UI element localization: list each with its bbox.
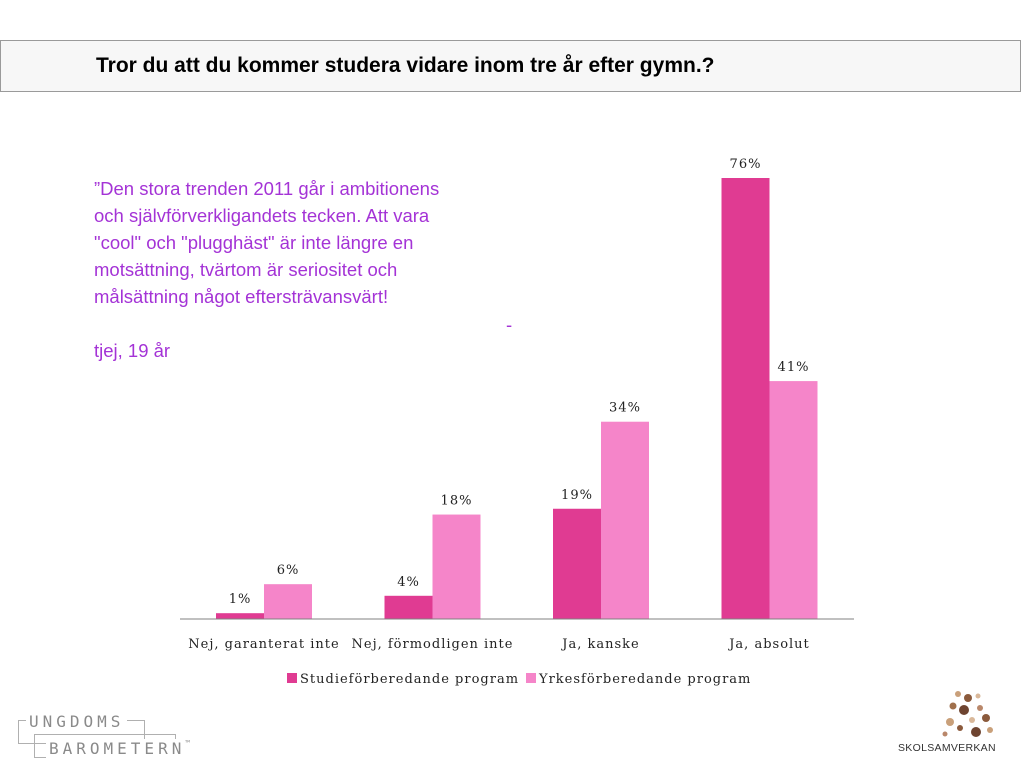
data-label: 41% <box>778 360 810 375</box>
quote-block: ”Den stora trenden 2011 går i ambitionen… <box>94 175 534 361</box>
quote-line: "cool" och "plugghäst" är inte längre en <box>94 232 414 253</box>
legend-swatch <box>526 673 536 683</box>
quote-line: och självförverkligandets tecken. Att va… <box>94 205 430 226</box>
x-tick-label: Nej, förmodligen inte <box>352 637 514 652</box>
ungdomsbarometern-logo: UNGDOMS BAROMETERN™ <box>18 712 194 762</box>
data-label: 4% <box>397 575 420 590</box>
quote-dash: - <box>506 314 513 335</box>
x-tick-label: Ja, kanske <box>560 637 639 652</box>
skolsamverkan-wordmark: SKOLSAMVERKAN <box>898 742 996 754</box>
bar <box>769 381 818 619</box>
bar <box>721 178 770 619</box>
legend-label: Studieförberedande program <box>300 672 519 687</box>
quote-line: ”Den stora trenden 2011 går i ambitionen… <box>94 178 440 199</box>
bar <box>432 514 481 619</box>
x-tick-label: Ja, absolut <box>727 637 810 652</box>
data-label: 76% <box>730 157 762 172</box>
logo-word-barometern: BAROMETERN™ <box>46 739 194 758</box>
data-label: 19% <box>561 488 593 503</box>
data-label: 18% <box>441 494 473 509</box>
skolsamverkan-logo: SKOLSAMVERKAN <box>890 688 1015 758</box>
bar <box>264 584 312 619</box>
data-label: 34% <box>609 401 641 416</box>
title-bar: Tror du att du kommer studera vidare ino… <box>0 40 1021 92</box>
quote-line: målsättning något eftersträvansvärt! <box>94 286 389 307</box>
bar <box>384 595 433 619</box>
bar <box>553 508 601 619</box>
bar <box>601 421 649 619</box>
x-tick-label: Nej, garanterat inte <box>188 637 339 652</box>
data-label: 1% <box>229 592 252 607</box>
bar <box>216 613 264 619</box>
legend-swatch <box>287 673 297 683</box>
data-label: 6% <box>277 563 300 578</box>
quote-line: motsättning, tvärtom är seriositet och <box>94 259 398 280</box>
logo-word-ungdoms: UNGDOMS <box>26 712 128 731</box>
quote-signature: tjej, 19 år <box>94 340 171 361</box>
slide-title: Tror du att du kommer studera vidare ino… <box>96 54 715 77</box>
legend-label: Yrkesförberedande program <box>538 672 751 687</box>
skolsamverkan-emblem-icon <box>942 691 993 737</box>
